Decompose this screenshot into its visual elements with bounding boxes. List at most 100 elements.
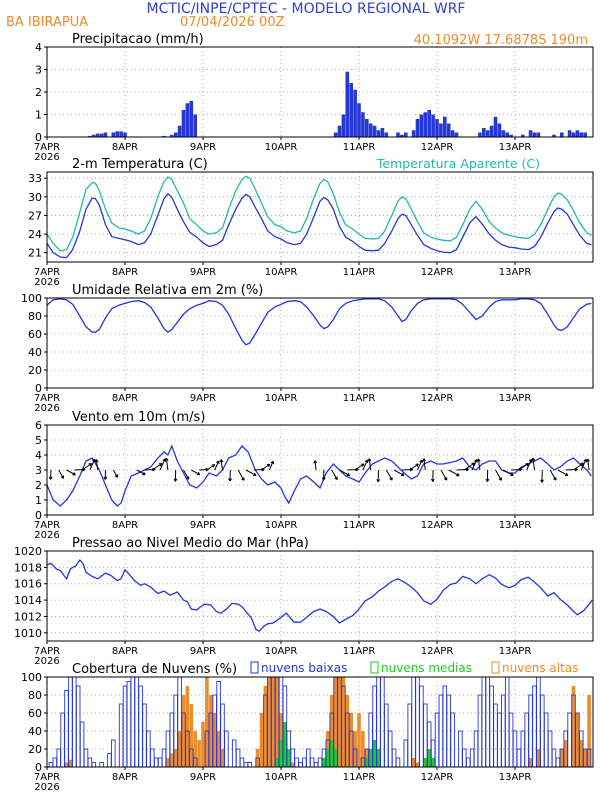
cloud-low-bar [306,748,311,768]
pressure-panel: 1010 1012 1014 1016 1018 1020 7APR 8APR 9APR 10AP… [14,536,594,667]
y-tick-label: 80 [28,310,42,323]
cloud-mid-bar [326,749,330,767]
precip-bar [485,130,490,137]
y-tick-label: 21 [28,247,42,260]
y-tick-label: 0 [35,131,42,144]
humidity-series-line [46,298,592,346]
legend-low-label: nuvens baixas [261,661,347,675]
precip-bar [560,132,564,137]
precip-bar [497,123,502,137]
y-tick-label: 0 [35,761,42,774]
wind-vector [81,463,92,471]
temp-frame [46,171,594,263]
x-tick-label: 8APR [112,520,138,531]
pressure-title: Pressao ao Nivel Medio do Mar (hPa) [72,536,309,551]
y-tick-label: 27 [28,209,42,222]
cloud-mid-bar [283,722,287,767]
precip-bar [454,132,459,137]
wind-arrowhead [476,458,481,462]
wind-arrowhead [48,476,53,480]
wind-arrowhead [474,459,478,463]
cloud-low-bar [64,690,69,768]
cloud-high-bar [173,749,178,767]
precip-bar [353,89,357,137]
precip-bar [501,130,506,137]
cloud-low-bar [520,730,526,768]
precip-bar [415,119,420,137]
wind-vector [66,469,76,476]
wind-arrowhead [376,479,381,483]
cloud-mid-bar [365,758,369,767]
temp-title: 2-m Temperatura (C) [72,157,208,172]
cloud-high-bar [271,677,275,767]
x-tick-label: 13APR [499,267,532,278]
wind-arrowhead [540,479,544,483]
wind-vector [314,460,317,471]
cloud-low-bar [551,748,557,768]
wind-arrowhead [510,472,514,476]
cloud-high-bar [560,749,564,767]
precip-bar [88,135,92,137]
wind-arrowhead [419,459,423,463]
cloud-low-bar [567,712,572,768]
cloud-low-bar [68,676,73,768]
wind-vector [423,458,426,471]
y-tick-label: 1012 [14,610,42,623]
wind-vector [393,469,405,476]
x-tick-label: 9APR [190,520,216,531]
wind-vector [165,458,169,471]
precip-bar [431,114,435,137]
cloud-low-bar [56,748,61,768]
cloud-mid-bar [333,749,338,767]
wind-arrowhead [531,457,536,461]
precip-bar [111,132,116,137]
precip-bar [357,103,361,137]
temp-series-line [46,175,592,252]
humidity-frame [46,297,594,389]
y-tick-label: 2 [35,479,42,492]
cloud-high-bar [341,677,346,767]
x-tick-label: 12APR [421,393,454,404]
wind-arrowhead [422,458,426,462]
x-tick-label: 10APR [265,772,298,783]
cloud-low-bar [485,676,490,768]
cloud-high-bar [571,686,576,767]
cloud-high-bar [563,740,568,767]
x-tick-label: 9APR [190,142,216,153]
precip-title: Precipitacao (mm/h) [72,32,204,47]
cloud-high-bar [333,677,338,767]
x-tick-label: 11APR [343,267,376,278]
x-tick-label: 12APR [421,772,454,783]
wind-arrowhead [158,463,163,467]
x-tick-label: 9APR [190,772,216,783]
wind-vector [331,469,338,480]
precip-bar [505,132,509,137]
cloud-high-bar [536,749,541,767]
cloud-high-bar [357,713,361,767]
precip-bar [103,132,108,137]
x-tick-label: 11APR [343,772,376,783]
cloud-high-bar [263,686,268,767]
wind-arrowhead [88,463,93,467]
precip-bar [372,125,377,137]
precip-bar [552,134,556,137]
wind-vector [409,463,419,471]
precip-panel: 0 1 2 3 4 7APR 8APR 9APR 10APR 11APR 12APR 13APR 202… [34,32,594,163]
cloud-low-bar [465,757,471,768]
cloud-low-bar [391,748,397,768]
cloud-low-bar [79,721,85,768]
cloud-low-bar [489,685,494,768]
cloud-high-bar [177,731,182,767]
run-label: 07/04/2026 00Z [180,15,285,30]
cloud-low-bar [161,748,167,768]
cloud-low-bar [122,685,128,768]
precip-bar [337,125,342,137]
y-tick-label: 0 [35,509,42,522]
cloud-low-bar [508,712,514,768]
precip-bar [99,133,104,137]
cloud-mid-bar [427,749,431,767]
cloud-low-bar [99,762,104,768]
precip-bar [536,132,541,137]
wind-vector [237,469,245,481]
x-tick-label: 11APR [343,520,376,531]
